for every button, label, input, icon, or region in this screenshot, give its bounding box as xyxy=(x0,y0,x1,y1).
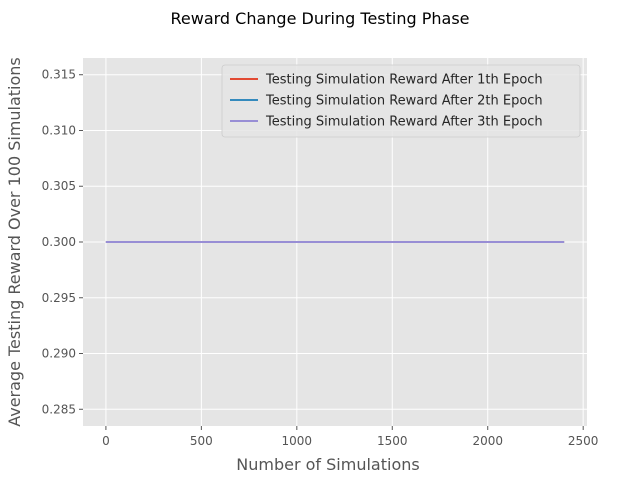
y-tick-label: 0.285 xyxy=(42,402,76,416)
y-tick-label: 0.315 xyxy=(42,68,76,82)
y-tick-label: 0.300 xyxy=(42,235,76,249)
y-tick-label: 0.295 xyxy=(42,291,76,305)
legend-label-1: Testing Simulation Reward After 1th Epoc… xyxy=(265,73,543,88)
x-tick-label: 0 xyxy=(102,434,110,448)
legend-label-3: Testing Simulation Reward After 3th Epoc… xyxy=(265,115,543,130)
x-axis-label: Number of Simulations xyxy=(236,455,419,474)
x-tick-label: 2000 xyxy=(472,434,503,448)
x-tick-label: 2500 xyxy=(568,434,599,448)
x-tick-label: 1000 xyxy=(282,434,313,448)
legend: Testing Simulation Reward After 1th Epoc… xyxy=(221,64,581,138)
legend-label-2: Testing Simulation Reward After 2th Epoc… xyxy=(265,94,543,109)
y-tick-label: 0.290 xyxy=(42,347,76,361)
x-ticks: 0 500 1000 1500 2000 2500 xyxy=(102,426,598,448)
x-tick-label: 500 xyxy=(190,434,213,448)
y-axis-label: Average Testing Reward Over 100 Simulati… xyxy=(5,57,24,427)
y-ticks: 0.285 0.290 0.295 0.300 0.305 0.310 0.315 xyxy=(42,68,83,416)
legend-box xyxy=(221,64,581,138)
x-tick-label: 1500 xyxy=(377,434,408,448)
y-tick-label: 0.305 xyxy=(42,179,76,193)
chart-title: Reward Change During Testing Phase xyxy=(171,9,470,28)
y-tick-label: 0.310 xyxy=(42,123,76,137)
